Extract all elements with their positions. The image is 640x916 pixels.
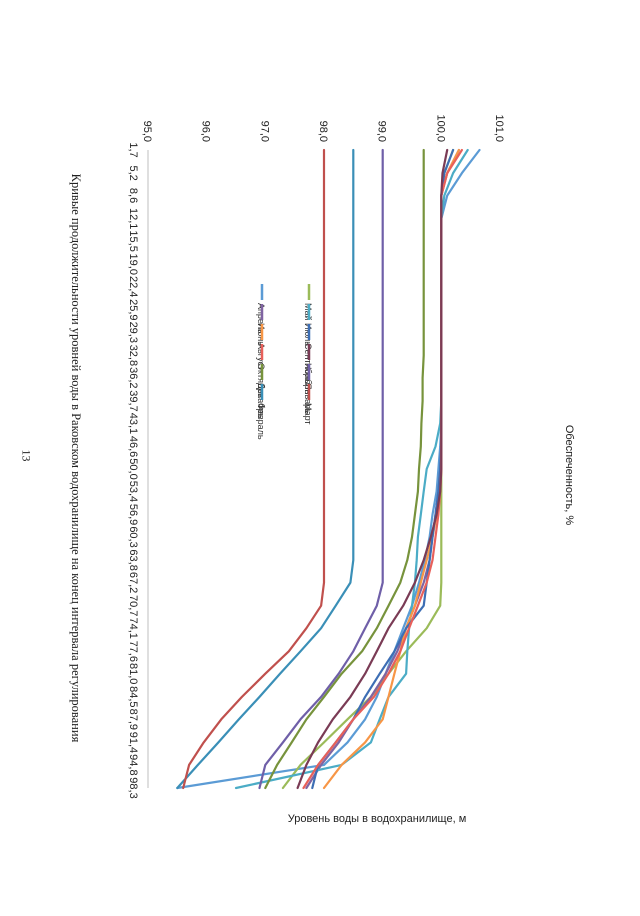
x-tick-label: 12,1	[127, 208, 139, 229]
y-tick-label: 98,0	[317, 121, 329, 142]
x-tick-label: 91,4	[127, 732, 139, 753]
x-tick-label: 8,6	[127, 188, 139, 203]
x-tick-label: 22,4	[127, 276, 139, 297]
x-tick-label: 74,1	[127, 617, 139, 638]
x-tick-label: 50,0	[127, 458, 139, 479]
x-tick-label: 67,2	[127, 572, 139, 593]
y-tick-label: 96,0	[200, 121, 212, 142]
x-tick-label: 29,3	[127, 322, 139, 343]
x-tick-label: 87,9	[127, 709, 139, 730]
series-layer	[176, 148, 481, 790]
series-line-december	[264, 148, 425, 790]
x-tick-label: 46,6	[127, 436, 139, 457]
y-tick-label: 101,0	[493, 114, 505, 142]
x-tick-label: 77,6	[127, 641, 139, 662]
legend-label-december: Декабрь	[256, 383, 266, 418]
x-tick-label: 60,3	[127, 526, 139, 547]
x-tick-label: 53,4	[127, 481, 139, 502]
y-tick-label: 100,0	[434, 114, 446, 142]
legend-label-february: Февраль	[256, 403, 266, 440]
axis-layer: 95,0 96,0 97,0 98,0 99,0 100,0 101,0 1,7 5,2 8,6 1…	[127, 114, 505, 798]
x-tick-label: 1,7	[127, 142, 139, 157]
x-axis-label: Обеспеченность, %	[563, 425, 575, 526]
x-tick-label: 98,3	[127, 777, 139, 798]
y-axis-label: Уровень воды в водохранилище, м	[288, 813, 467, 825]
legend-label-october: Октябрь	[256, 363, 266, 398]
x-tick-label: 94,8	[127, 754, 139, 775]
legend-label-march: Март	[303, 403, 313, 425]
series-line-january	[258, 148, 384, 790]
x-tick-label: 39,7	[127, 390, 139, 411]
legend: АпрельМайИюньИюльАвгустСентябрьОктябрьНо…	[256, 284, 313, 440]
x-tick-label: 56,9	[127, 504, 139, 525]
x-tick-label: 15,5	[127, 230, 139, 251]
series-line-november	[296, 148, 449, 790]
series-line-july	[234, 148, 469, 790]
series-line-february	[176, 148, 355, 790]
x-tick-label: 19,0	[127, 254, 139, 275]
x-tick-label: 5,2	[127, 165, 139, 180]
x-tick-label: 81,0	[127, 663, 139, 684]
x-tick-label: 25,9	[127, 299, 139, 320]
x-tick-label: 84,5	[127, 686, 139, 707]
x-tick-label: 70,7	[127, 595, 139, 616]
y-tick-label: 97,0	[258, 121, 270, 142]
legend-label-september: Сентябрь	[303, 343, 313, 384]
x-tick-label: 32,8	[127, 345, 139, 366]
y-tick-label: 95,0	[141, 121, 153, 142]
chart-title: Кривые продолжительности уровней воды в …	[69, 174, 83, 743]
series-line-march	[182, 148, 326, 790]
x-tick-label: 63,8	[127, 549, 139, 570]
x-tick-label: 43,1	[127, 413, 139, 434]
x-tick-label: 36,2	[127, 367, 139, 388]
y-tick-label: 99,0	[376, 121, 388, 142]
